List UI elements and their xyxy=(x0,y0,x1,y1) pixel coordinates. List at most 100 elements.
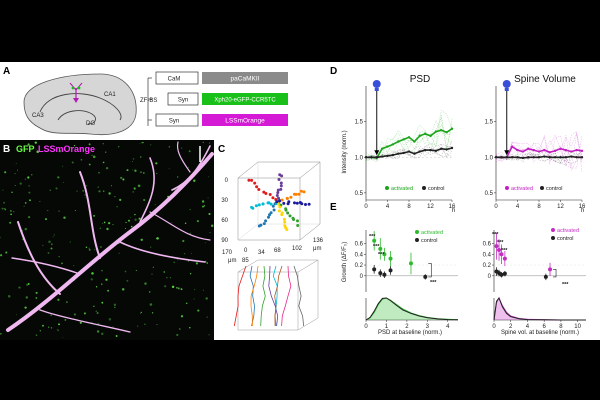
spine-dot xyxy=(272,208,276,212)
spine-dot xyxy=(264,219,268,223)
gfp-puncta xyxy=(168,168,170,170)
spine-dot xyxy=(276,188,280,192)
psd-point xyxy=(450,127,454,130)
spine-dots xyxy=(247,173,311,231)
psd-growth-point-control xyxy=(382,272,387,277)
spine-ytick-label: 1.0 xyxy=(485,155,494,161)
gfp-puncta xyxy=(201,200,205,203)
gfp-puncta xyxy=(209,232,211,233)
sig-star-3: *** xyxy=(378,252,385,258)
gfp-puncta xyxy=(27,215,31,219)
gfp-puncta xyxy=(149,303,153,306)
gfp-puncta xyxy=(19,182,22,185)
gfp-puncta xyxy=(156,324,158,326)
gfp-puncta xyxy=(120,176,123,180)
psd-point xyxy=(364,156,368,159)
gfp-puncta xyxy=(58,210,60,212)
gfp-puncta xyxy=(133,187,136,190)
gfp-puncta xyxy=(73,265,75,267)
gfp-puncta xyxy=(127,219,131,222)
gfp-puncta xyxy=(62,165,64,167)
gfp-puncta xyxy=(138,217,141,220)
injected-neuron-icon xyxy=(69,82,83,103)
gfp-puncta xyxy=(24,227,28,231)
spine-point xyxy=(564,156,568,159)
gfp-puncta xyxy=(101,222,103,224)
gfp-puncta xyxy=(35,334,38,337)
spine-point xyxy=(575,156,578,159)
spine-growth-xtick-label: 0 xyxy=(492,324,496,330)
gfp-puncta xyxy=(3,201,6,204)
construct-3-payload-label: LSSmOrange xyxy=(225,118,265,125)
spine-dot xyxy=(269,211,273,215)
psd-growth-chart: 0 0.2 0.4 0.6 0 1 2 3 4 xyxy=(355,230,459,330)
gfp-puncta xyxy=(125,221,127,224)
gfp-puncta xyxy=(108,318,112,321)
gfp-puncta xyxy=(209,142,210,144)
gfp-puncta xyxy=(50,327,53,329)
gfp-puncta xyxy=(163,271,166,273)
gfp-puncta xyxy=(137,325,139,327)
panel-c-label: C xyxy=(218,144,225,155)
gfp-puncta xyxy=(57,176,60,179)
gfp-puncta xyxy=(88,143,91,146)
construct-1-payload-label: paCaMKII xyxy=(231,76,260,83)
spine-dot xyxy=(257,224,261,228)
gfp-puncta xyxy=(16,169,19,171)
gfp-puncta xyxy=(208,334,210,336)
gfp-puncta xyxy=(29,199,31,202)
psd-point xyxy=(450,146,454,150)
light-bulb-icon xyxy=(502,80,511,88)
region-ca3: CA3 xyxy=(32,113,44,119)
psd-point xyxy=(402,151,405,155)
spine-dot xyxy=(280,213,284,217)
gfp-puncta xyxy=(15,162,17,165)
construct-list: CaM paCaMKII ZF-BS Syn Xph20-eGFP-CCR5TC… xyxy=(140,71,288,127)
gfp-puncta xyxy=(61,262,63,265)
panel-a-label: A xyxy=(3,66,10,77)
gfp-puncta xyxy=(190,252,192,254)
sig-star-6: *** xyxy=(501,248,508,254)
gfp-puncta xyxy=(151,273,153,275)
gfp-puncta xyxy=(189,327,191,329)
spine-dot xyxy=(299,189,303,193)
psd-title: PSD xyxy=(410,74,431,85)
psd-point xyxy=(434,149,438,153)
gfp-puncta xyxy=(26,283,29,286)
spine-xtick-label: 8 xyxy=(537,204,541,210)
psd-point xyxy=(445,148,448,151)
spine-growth-dist-activated-fill xyxy=(494,298,586,320)
gfp-puncta xyxy=(66,301,68,303)
spine-dot xyxy=(302,190,306,194)
gfp-puncta xyxy=(0,254,3,257)
psd-point xyxy=(429,134,432,138)
gfp-puncta xyxy=(166,277,168,279)
gfp-puncta xyxy=(31,174,33,176)
sig-star-1: *** xyxy=(369,234,376,240)
light-bulb-base xyxy=(374,88,379,91)
psd-xtick-label: 4 xyxy=(386,204,390,210)
psd-point xyxy=(418,150,421,153)
spine-point xyxy=(516,156,519,159)
gfp-puncta xyxy=(39,330,41,332)
psd-point xyxy=(413,140,416,143)
spine-growth-point-control xyxy=(502,271,507,276)
gfp-puncta xyxy=(83,312,86,315)
spine-dot xyxy=(257,188,261,191)
gfp-puncta xyxy=(105,151,107,153)
gfp-puncta xyxy=(144,323,146,325)
gfp-puncta xyxy=(132,158,135,160)
light-bulb-base xyxy=(504,88,509,91)
gfp-puncta xyxy=(27,176,30,179)
psd-point xyxy=(418,134,421,138)
gfp-puncta xyxy=(107,289,110,292)
psd-point xyxy=(380,155,384,158)
gfp-puncta xyxy=(88,248,91,251)
spine-point xyxy=(580,156,584,159)
psd-point xyxy=(429,148,432,152)
gfp-puncta xyxy=(207,197,209,199)
spine-point xyxy=(516,148,519,152)
psd-point xyxy=(397,140,400,143)
gfp-puncta xyxy=(85,185,88,187)
gfp-puncta xyxy=(189,232,192,234)
